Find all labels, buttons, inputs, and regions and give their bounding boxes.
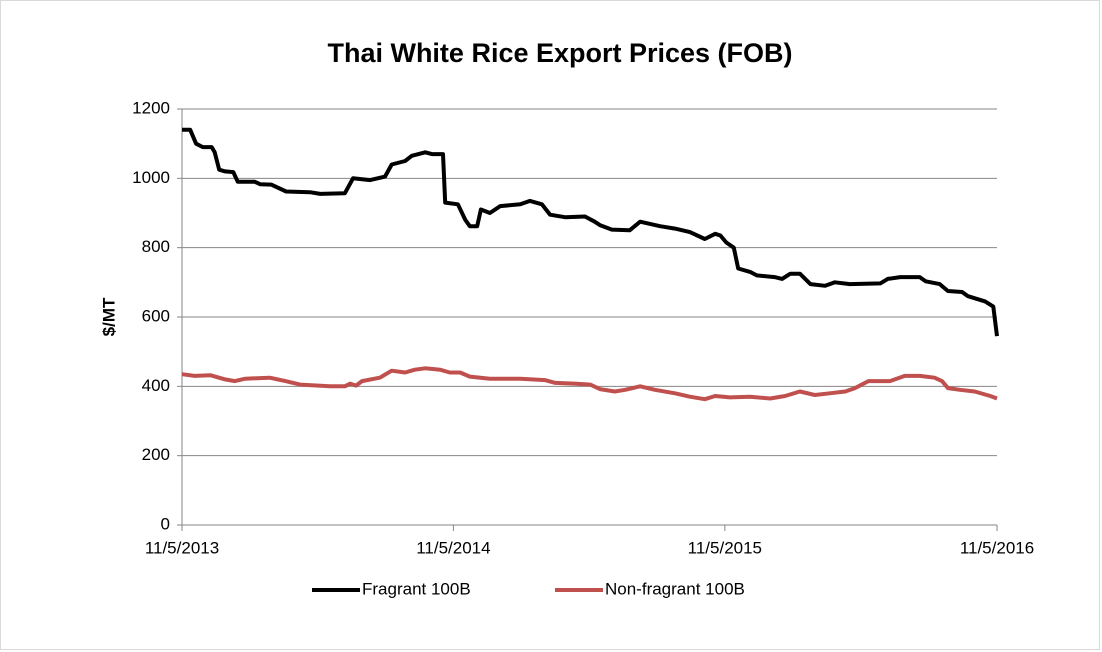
x-tick-label: 11/5/2014 — [416, 538, 490, 557]
series-line — [181, 366, 998, 402]
x-tick-label: 11/5/2016 — [960, 538, 1034, 557]
y-tick-label: 1200 — [132, 98, 170, 117]
series-line — [182, 127, 999, 337]
y-tick-label: 600 — [142, 306, 170, 325]
y-tick-label: 800 — [142, 237, 170, 256]
y-tick-label: 400 — [142, 376, 170, 395]
legend-label: Non-fragrant 100B — [605, 579, 745, 598]
x-tick-label: 11/5/2013 — [145, 538, 219, 557]
y-tick-label: 0 — [161, 514, 170, 533]
chart-title: Thai White Rice Export Prices (FOB) — [327, 38, 792, 68]
y-axis-label: $/MT — [99, 297, 118, 336]
legend-label: Fragrant 100B — [362, 579, 471, 598]
y-tick-label: 200 — [142, 445, 170, 464]
x-tick-label: 11/5/2015 — [688, 538, 762, 557]
y-tick-label: 1000 — [132, 168, 170, 187]
